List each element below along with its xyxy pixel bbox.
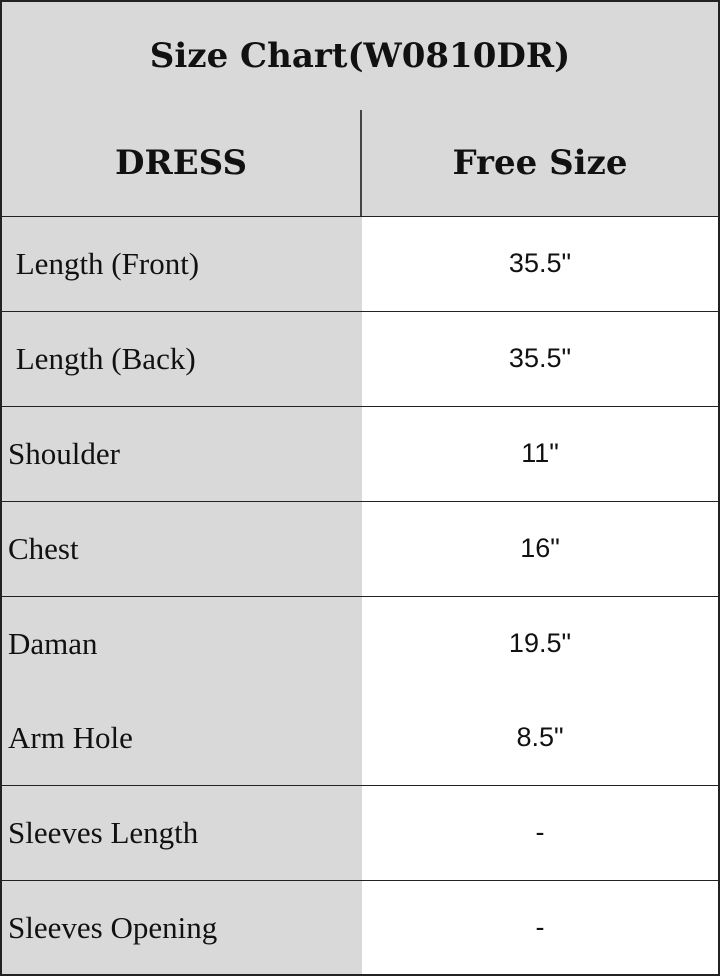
table-row: Length (Front) 35.5": [2, 217, 718, 312]
measurement-label: Length (Front): [2, 217, 368, 311]
measurement-value: 8.5": [362, 691, 718, 785]
measurement-value: 11": [362, 407, 718, 501]
chart-title: Size Chart(W0810DR): [2, 2, 718, 111]
header-free-size: Free Size: [362, 110, 718, 216]
table-row: Sleeves Opening -: [2, 881, 718, 974]
table-row: Shoulder 11": [2, 407, 718, 502]
table-row: Arm Hole 8.5": [2, 691, 718, 786]
measurement-value: 19.5": [362, 597, 718, 691]
header-dress: DRESS: [2, 110, 362, 216]
measurement-label: Sleeves Length: [2, 786, 368, 880]
table-row: Daman 19.5": [2, 597, 718, 692]
measurement-value: -: [362, 786, 718, 880]
measurement-label: Chest: [2, 502, 368, 596]
measurement-value: 16": [362, 502, 718, 596]
measurement-label: Arm Hole: [2, 691, 368, 785]
table-row: Sleeves Length -: [2, 786, 718, 881]
header-row: DRESS Free Size: [2, 110, 718, 217]
table-row: Chest 16": [2, 502, 718, 597]
measurement-label: Length (Back): [2, 312, 368, 406]
measurement-value: 35.5": [362, 217, 718, 311]
measurement-value: -: [362, 881, 718, 974]
measurement-label: Daman: [2, 597, 368, 691]
measurement-label: Sleeves Opening: [2, 881, 368, 974]
measurement-label: Shoulder: [2, 407, 368, 501]
measurement-value: 35.5": [362, 312, 718, 406]
table-row: Length (Back) 35.5": [2, 312, 718, 407]
